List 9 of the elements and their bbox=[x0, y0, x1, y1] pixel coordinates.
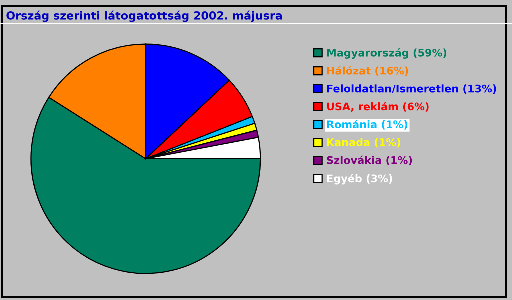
legend-label: Egyéb (3%) bbox=[327, 174, 392, 185]
chart-title: Ország szerinti látogatottság 2002. májusra bbox=[6, 10, 282, 22]
legend-label: Hálózat (16%) bbox=[327, 66, 408, 76]
legend-label: Kanada (1%) bbox=[327, 138, 400, 148]
legend-label: Románia (1%) bbox=[327, 120, 408, 130]
legend-label: USA, reklám (6%) bbox=[327, 102, 429, 112]
legend-label: Magyarország (59%) bbox=[327, 48, 447, 59]
legend-label: Szlovákia (1%) bbox=[327, 156, 412, 166]
legend-label: Feloldatlan/Ismeretlen (13%) bbox=[327, 84, 496, 94]
